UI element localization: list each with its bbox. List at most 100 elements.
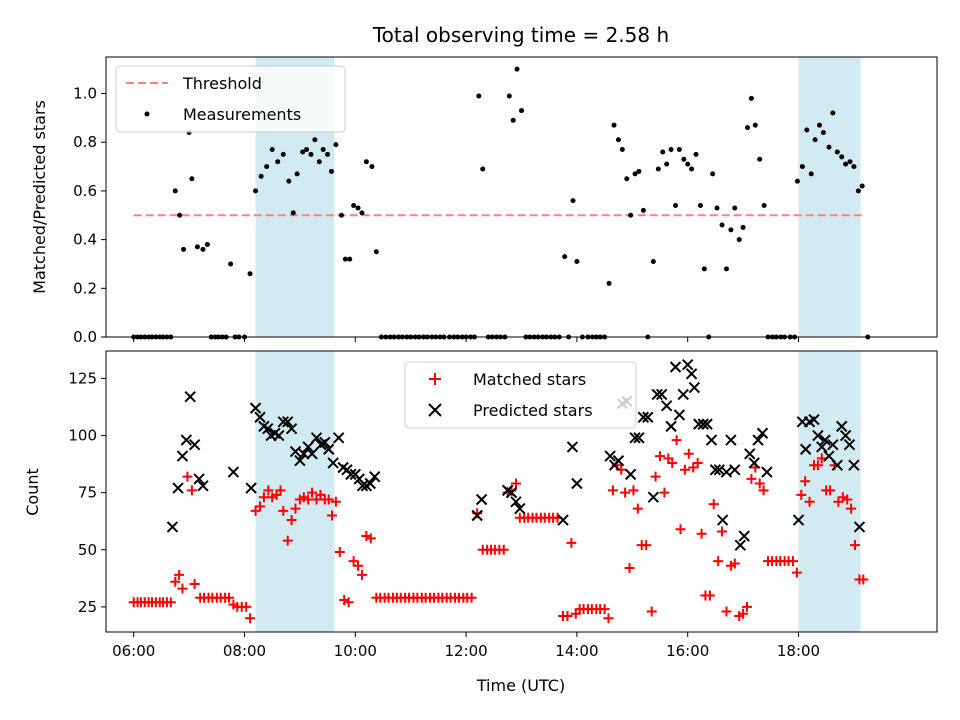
- matched-star-point: [365, 533, 376, 544]
- x-tick-label: 14:00: [555, 642, 598, 660]
- measurement-point: [312, 137, 318, 143]
- predicted-star-point: [701, 418, 713, 430]
- predicted-star-point: [660, 400, 673, 412]
- measurement-point: [632, 171, 638, 177]
- measurement-point: [363, 159, 369, 165]
- measurement-point: [812, 137, 818, 143]
- top-y-axis-label: Matched/Predicted stars: [30, 100, 49, 294]
- matched-star-point: [356, 569, 367, 580]
- matched-star-point: [174, 569, 185, 580]
- measurement-point: [253, 188, 259, 194]
- measurement-point: [562, 254, 568, 260]
- matched-legend-label: Matched stars: [473, 370, 586, 389]
- measurement-point: [839, 154, 845, 160]
- x-tick-label: 16:00: [666, 642, 709, 660]
- measurements-legend-label: Measurements: [183, 105, 301, 124]
- predicted-star-point: [843, 438, 856, 451]
- predicted-star-point: [819, 434, 831, 446]
- measurement-point: [655, 166, 661, 172]
- measurement-point: [574, 259, 580, 265]
- measurement-point: [369, 164, 375, 170]
- matched-star-point: [466, 592, 477, 603]
- measurement-point: [817, 122, 823, 128]
- predicted-star-point: [823, 450, 835, 462]
- predicted-star-point: [557, 514, 569, 526]
- matched-star-point: [842, 494, 853, 505]
- measurement-point: [757, 156, 763, 162]
- predicted-star-point: [651, 388, 663, 401]
- matched-star-point: [562, 611, 573, 622]
- predicted-star-point: [629, 432, 641, 444]
- y-tick-label: 100: [68, 427, 97, 445]
- chart-title: Total observing time = 2.58 h: [372, 23, 669, 47]
- predicted-star-point: [227, 466, 240, 478]
- predicted-star-point: [282, 416, 294, 428]
- measurement-point: [280, 151, 286, 157]
- matched-star-point: [688, 462, 699, 473]
- predicted-star-point: [604, 450, 616, 462]
- matched-star-point: [343, 597, 354, 608]
- measurement-point: [325, 151, 331, 157]
- measurement-point: [373, 249, 379, 255]
- predicted-star-point: [245, 482, 257, 494]
- measurement-point: [300, 149, 306, 155]
- matched-star-point: [655, 451, 665, 462]
- predicted-star-point: [319, 436, 331, 449]
- measurement-point: [264, 164, 270, 170]
- matched-star-point: [746, 473, 757, 484]
- matched-star-point: [858, 574, 869, 585]
- predicted-star-point: [792, 514, 805, 526]
- y-tick-label: 0.4: [73, 231, 97, 249]
- bottom-y-axis-label: Count: [23, 468, 42, 516]
- measurement-point: [668, 147, 674, 153]
- predicted-star-point: [720, 466, 733, 478]
- measurement-point: [476, 93, 482, 99]
- matched-star-point: [624, 563, 635, 574]
- measurement-point: [615, 137, 621, 143]
- matched-star-point: [327, 510, 338, 521]
- predicted-star-point: [756, 427, 769, 439]
- matched-star-point: [800, 476, 811, 487]
- matched-star-point: [804, 496, 815, 507]
- measurement-point: [820, 129, 826, 135]
- matched-star-point: [282, 535, 293, 546]
- matched-star-point: [671, 435, 682, 446]
- matched-star-point: [290, 503, 301, 514]
- predicted-star-point: [184, 390, 196, 403]
- measurement-point: [338, 212, 344, 218]
- measurement-point: [177, 212, 183, 218]
- predicted-star-point: [705, 434, 718, 446]
- predicted-star-point: [848, 459, 860, 471]
- matched-star-point: [334, 547, 345, 558]
- measurement-point: [748, 95, 754, 101]
- predicted-star-point: [853, 521, 866, 533]
- measurement-point: [830, 110, 836, 116]
- predicted-star-point: [688, 381, 701, 394]
- predicted-star-point: [510, 496, 522, 508]
- measurement-point: [570, 198, 576, 204]
- matched-star-point: [498, 544, 509, 555]
- measurement-point: [681, 156, 687, 162]
- matched-star-point: [708, 499, 719, 510]
- matched-star-point: [177, 583, 188, 594]
- predicted-star-point: [709, 464, 722, 476]
- y-tick-label: 125: [68, 369, 97, 387]
- y-tick-label: 1.0: [73, 85, 97, 103]
- matched-star-point: [620, 487, 631, 498]
- predicted-star-point: [285, 422, 298, 435]
- matched-star-point: [603, 613, 614, 624]
- matched-star-point: [696, 528, 707, 539]
- measurement-point: [664, 161, 670, 167]
- predicted-star-point: [624, 468, 637, 481]
- matched-star-point: [348, 556, 359, 567]
- matched-star-point: [298, 492, 309, 503]
- measurement-point: [676, 147, 682, 153]
- measurement-point: [740, 224, 746, 230]
- matched-star-point: [787, 556, 798, 567]
- y-tick-label: 75: [78, 484, 97, 502]
- predicted-star-point: [249, 402, 262, 414]
- measurement-point: [624, 176, 630, 182]
- matched-star-point: [170, 576, 181, 587]
- predicted-star-point: [356, 480, 369, 492]
- matched-star-point: [182, 471, 193, 482]
